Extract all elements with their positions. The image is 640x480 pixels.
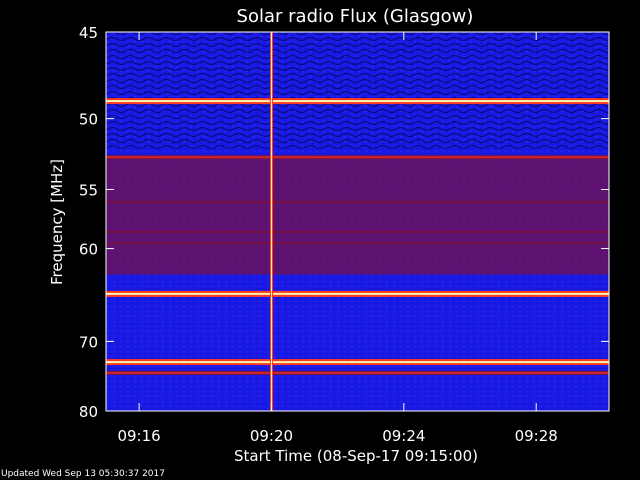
dim-band [106,242,609,245]
enhanced-flux-region [106,157,609,275]
dim-band [106,201,609,204]
bright-band-core [106,100,609,103]
y-tick-label: 50 [79,111,98,129]
y-tick-label: 55 [79,182,98,200]
y-tick-label: 70 [79,333,98,351]
y-tick-label: 60 [79,241,98,259]
x-tick-label: 09:16 [117,427,160,445]
plot-frame [105,31,610,412]
ripple-texture [106,32,609,149]
moderate-band-core [106,371,609,374]
dim-band [106,230,609,233]
moderate-band-core [106,156,609,159]
chart-title: Solar radio Flux (Glasgow) [237,6,474,27]
update-timestamp: Updated Wed Sep 13 05:30:37 2017 [1,469,165,479]
x-axis: 09:16 09:20 09:24 09:28 [117,32,558,445]
y-axis: 45 50 55 60 70 80 [79,24,609,421]
y-tick-label: 45 [79,24,98,42]
radio-burst-core [270,32,272,411]
x-tick-label: 09:28 [515,427,558,445]
plot-area [106,32,609,411]
bright-band-core [106,292,609,295]
bright-band-core [106,361,609,364]
x-tick-label: 09:24 [382,427,425,445]
x-axis-label: Start Time (08-Sep-17 09:15:00) [234,447,478,465]
y-tick-label: 80 [79,403,98,421]
x-tick-label: 09:20 [250,427,293,445]
y-axis-label: Frequency [MHz] [48,159,66,285]
